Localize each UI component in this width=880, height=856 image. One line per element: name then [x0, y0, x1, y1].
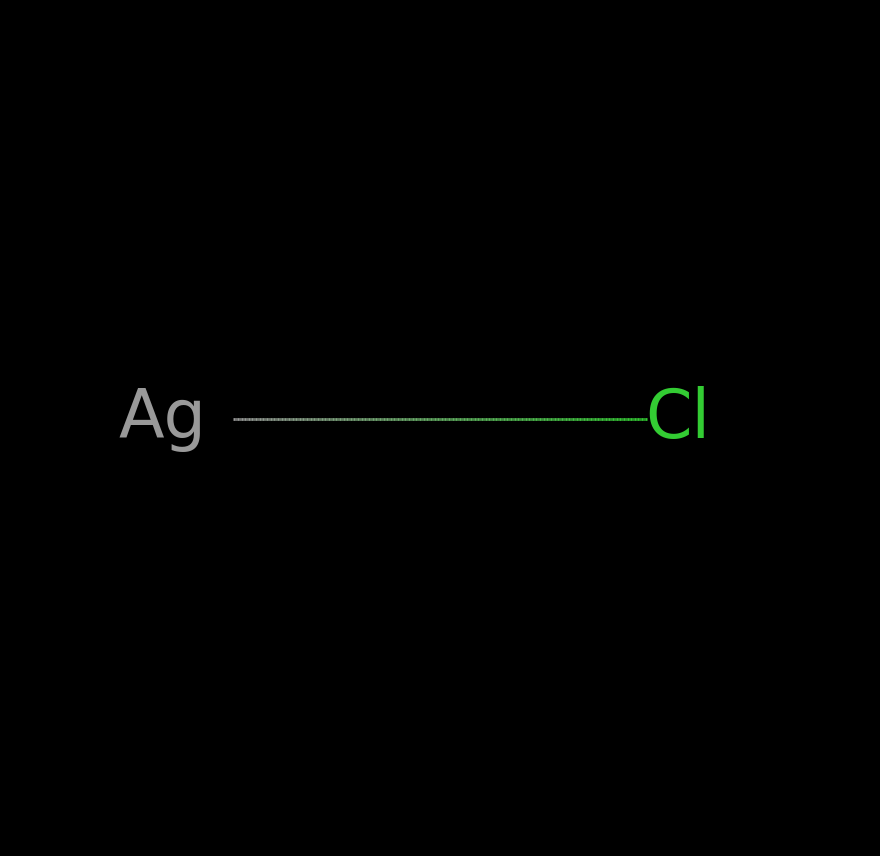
Text: Ag: Ag — [119, 386, 207, 453]
Text: Cl: Cl — [645, 386, 710, 453]
